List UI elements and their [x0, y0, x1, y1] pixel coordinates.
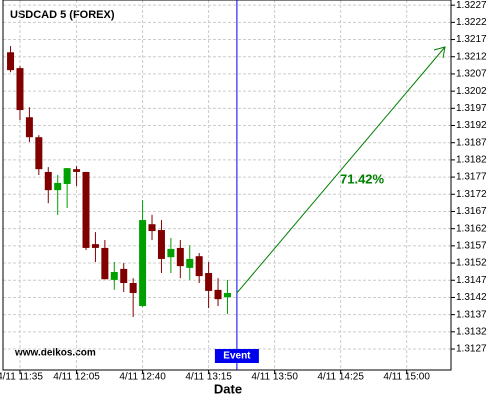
candle-body: [195, 256, 203, 277]
y-tick-label: 1.3172: [456, 189, 487, 200]
candle-body: [120, 268, 128, 284]
arrow-head: [433, 46, 446, 59]
y-tick-label: 1.3177: [456, 172, 487, 183]
y-tick-label: 1.3217: [456, 34, 487, 45]
x-tick-label: 4/11 15:00: [383, 372, 430, 383]
x-tick-label: 4/11 12:40: [119, 372, 166, 383]
x-tick-label: 4/11 11:35: [0, 372, 43, 383]
candle-body: [91, 244, 99, 248]
candle-body: [167, 248, 175, 258]
candle-body: [148, 224, 156, 232]
candle-body: [223, 292, 231, 298]
candle-body: [139, 220, 147, 307]
candle-body: [214, 289, 222, 300]
y-tick-label: 1.3222: [456, 17, 487, 28]
y-tick-label: 1.3142: [456, 292, 487, 303]
y-tick-label: 1.3197: [456, 103, 487, 114]
y-tick-label: 1.3127: [456, 344, 487, 355]
candle-body: [7, 52, 15, 71]
x-axis-label: Date: [214, 381, 242, 396]
y-tick-label: 1.3212: [456, 51, 487, 62]
y-tick-label: 1.3137: [456, 309, 487, 320]
candle-body: [16, 68, 24, 111]
candle-body: [54, 182, 62, 191]
chart-title: USDCAD 5 (FOREX): [10, 9, 115, 21]
plot-border: [2, 0, 452, 371]
y-tick-label: 1.3147: [456, 275, 487, 286]
y-tick-label: 1.3157: [456, 241, 487, 252]
candle-body: [73, 169, 81, 172]
y-tick-label: 1.3192: [456, 120, 487, 131]
forecast-arrow: [236, 46, 446, 294]
x-tick-label: 4/11 13:15: [185, 372, 232, 383]
y-tick-label: 1.3162: [456, 223, 487, 234]
candle-body: [82, 171, 90, 248]
y-tick-label: 1.3202: [456, 86, 487, 97]
candle-body: [63, 168, 71, 184]
candle-body: [25, 117, 33, 138]
x-tick-label: 4/11 12:05: [53, 372, 100, 383]
watermark: www.delkos.com: [14, 348, 96, 359]
candle-body: [205, 273, 213, 291]
candle-body: [44, 171, 52, 191]
candle-body: [101, 247, 109, 280]
candle-body: [129, 283, 137, 293]
candle-body: [35, 137, 43, 170]
y-tick-label: 1.3207: [456, 69, 487, 80]
y-tick-label: 1.3167: [456, 206, 487, 217]
y-tick-label: 1.3152: [456, 258, 487, 269]
candle-body: [186, 258, 194, 268]
y-tick-label: 1.3227: [456, 0, 487, 11]
event-label-box: [214, 349, 259, 363]
forecast-label: 71.42%: [340, 171, 385, 186]
x-tick-label: 4/11 13:50: [251, 372, 298, 383]
x-tick-label: 4/11 14:25: [317, 372, 364, 383]
y-tick-label: 1.3182: [456, 155, 487, 166]
y-tick-label: 1.3132: [456, 326, 487, 337]
candle-body: [157, 230, 165, 259]
y-tick-label: 1.3187: [456, 137, 487, 148]
event-label: Event: [223, 351, 251, 362]
candle-body: [176, 247, 184, 267]
candle-body: [110, 271, 118, 280]
